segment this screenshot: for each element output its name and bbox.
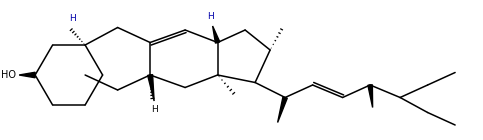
Polygon shape <box>278 97 287 122</box>
Text: H: H <box>69 13 76 23</box>
Text: HO: HO <box>1 70 16 80</box>
Polygon shape <box>368 85 372 108</box>
Text: H: H <box>151 105 157 114</box>
Polygon shape <box>213 26 220 43</box>
Polygon shape <box>19 72 35 78</box>
Text: H: H <box>207 12 213 21</box>
Polygon shape <box>148 75 154 101</box>
